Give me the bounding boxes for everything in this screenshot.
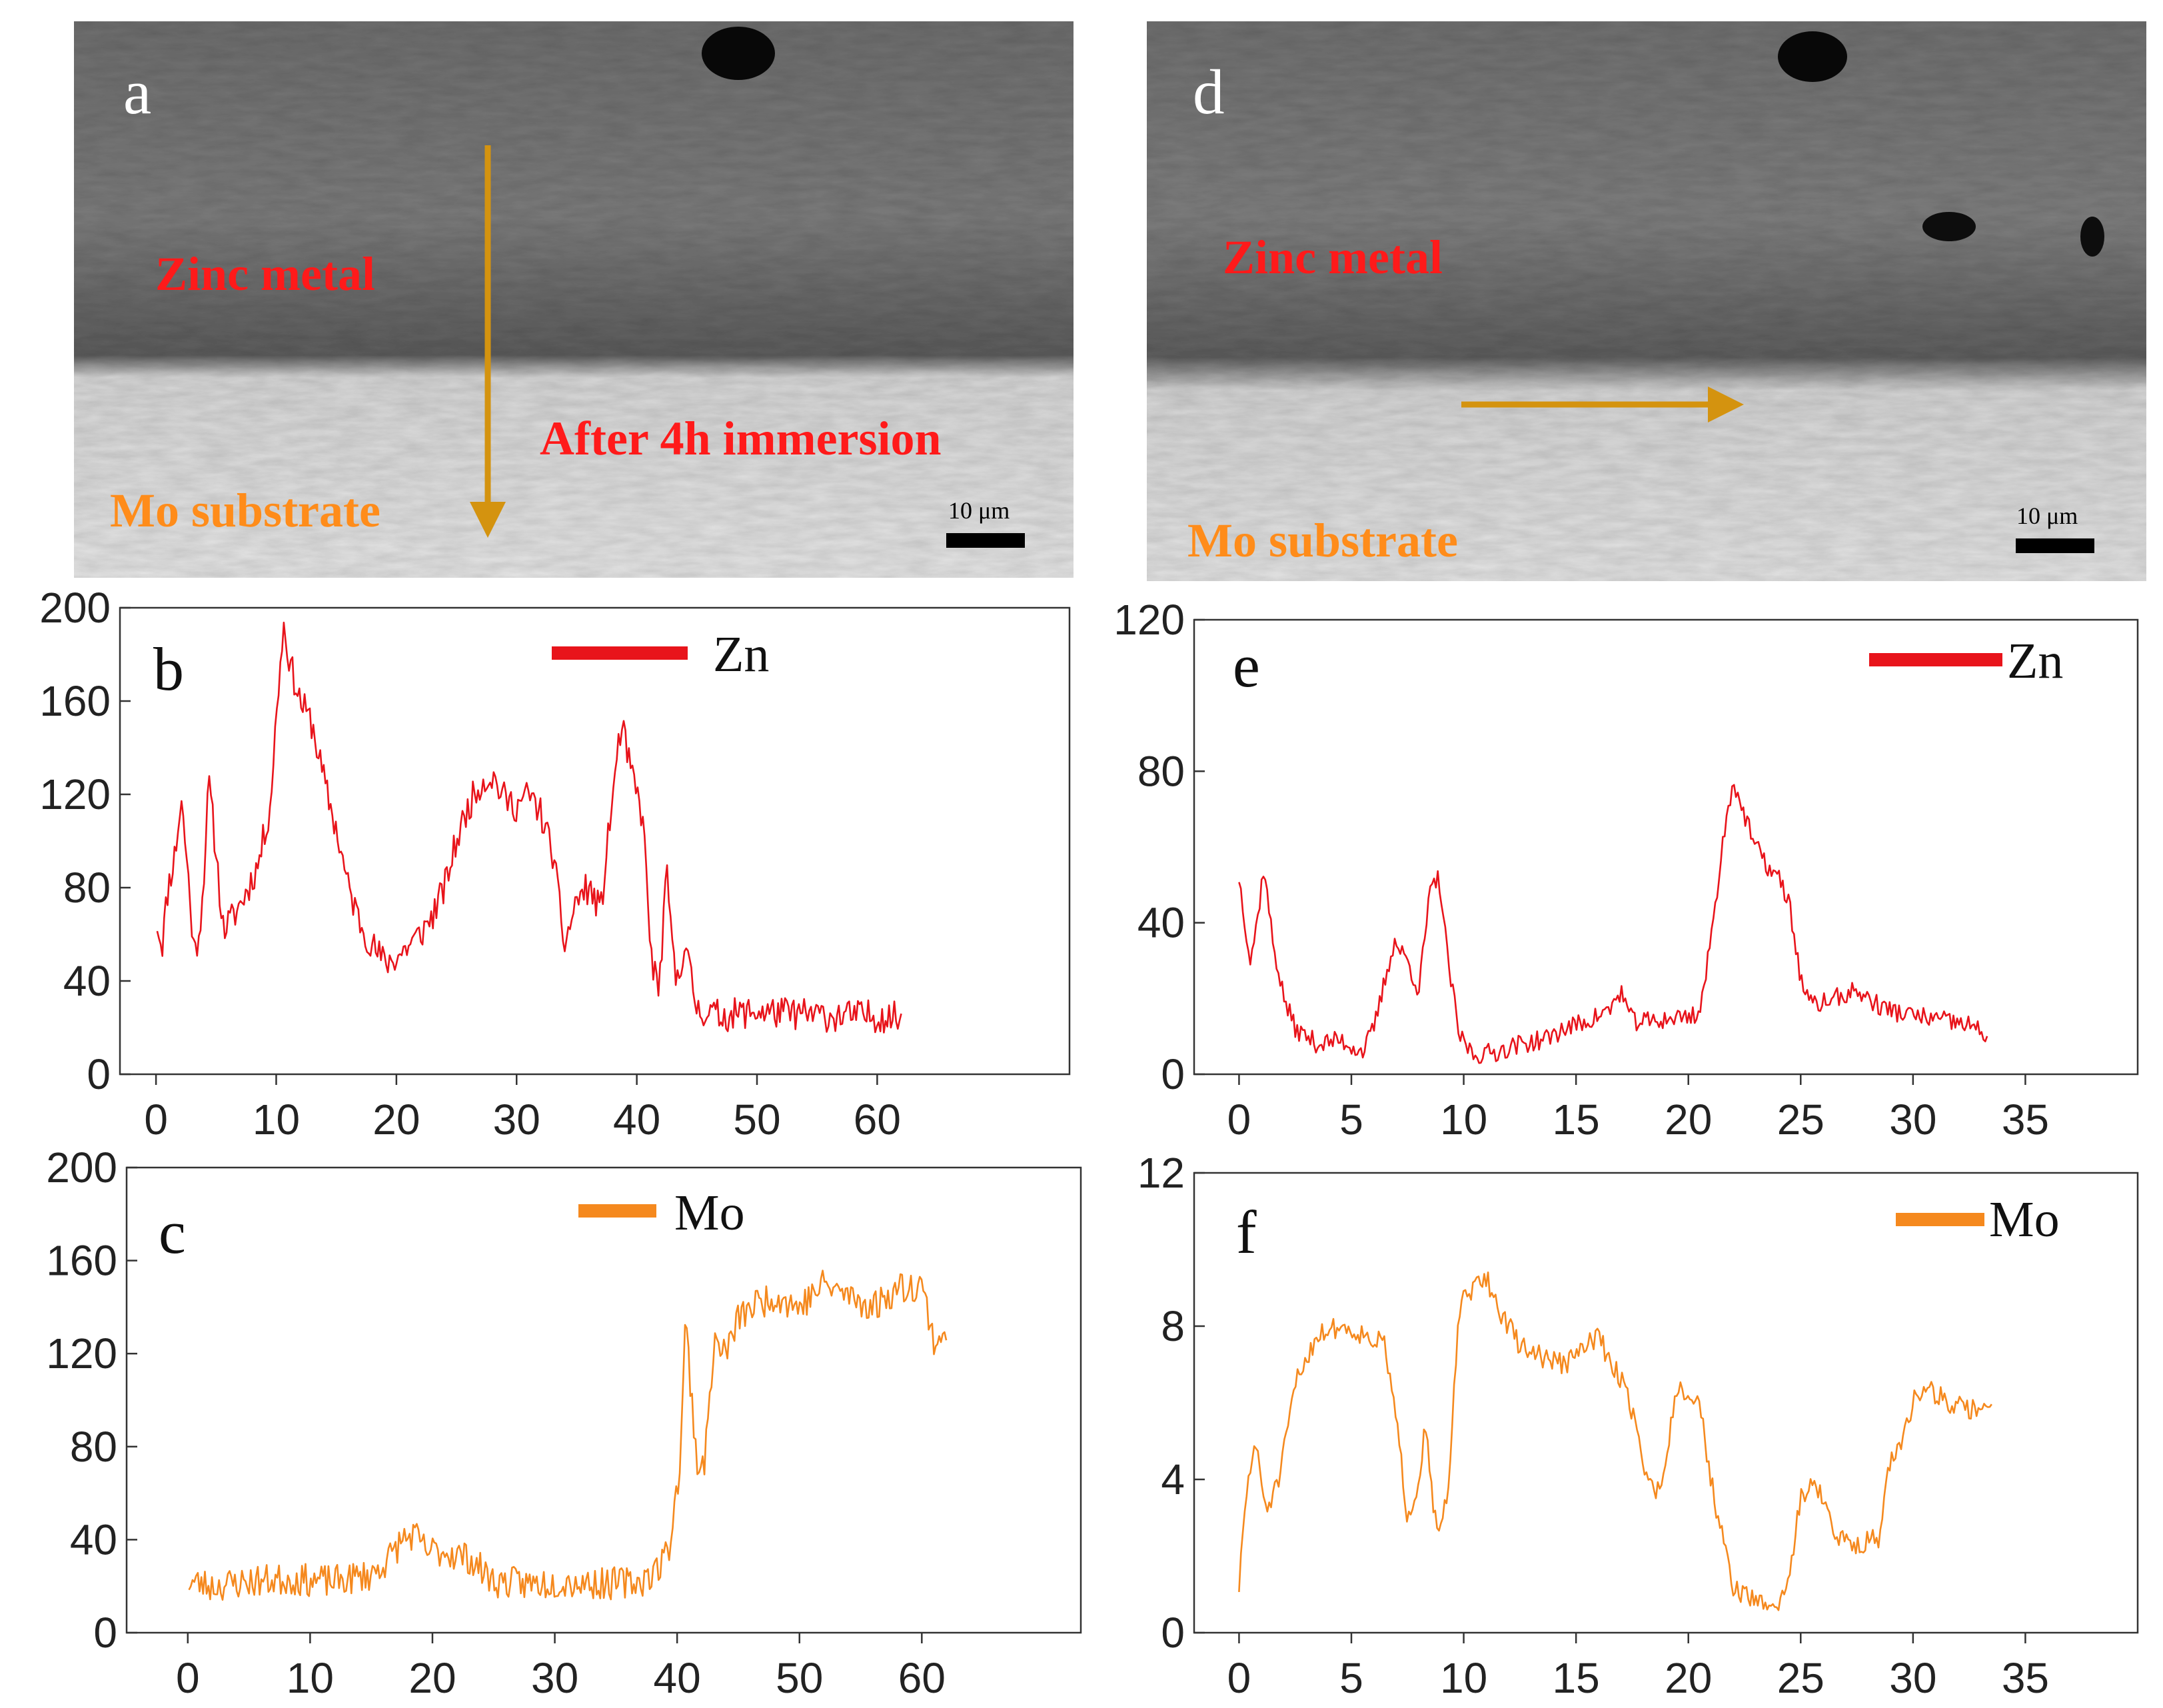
pore xyxy=(702,27,775,80)
scale-bar-label: 10 μm xyxy=(948,497,1010,524)
panel-d-sem-image: d Zinc metal Mo substrate 10 μm xyxy=(1147,21,2146,581)
y-tick-label: 0 xyxy=(93,1609,117,1657)
y-tick-label: 200 xyxy=(39,584,111,632)
x-tick-label: 60 xyxy=(898,1654,946,1702)
panel-a-letter: a xyxy=(123,57,151,127)
series-line-zn xyxy=(1238,784,1988,1064)
y-tick-label: 120 xyxy=(39,770,111,818)
x-tick-label: 0 xyxy=(1227,1654,1251,1702)
x-tick-label: 40 xyxy=(613,1096,660,1144)
chart-c-mo-line-profile: 0 40 80 120 160 200 0 10 20 30 40 50 60 Mo c xyxy=(46,1144,1082,1702)
panel-letter: b xyxy=(153,635,184,703)
x-tick-label: 0 xyxy=(144,1096,168,1144)
label-after-immersion: After 4h immersion xyxy=(540,412,942,465)
x-tick-label: 60 xyxy=(854,1096,901,1144)
y-tick-label: 0 xyxy=(87,1050,111,1098)
scale-bar-label: 10 μm xyxy=(2016,502,2078,529)
label-zinc-metal: Zinc metal xyxy=(1223,231,1443,284)
label-zinc-metal: Zinc metal xyxy=(155,247,375,301)
x-tick-label: 35 xyxy=(2002,1096,2049,1144)
y-tick-label: 200 xyxy=(46,1144,117,1192)
x-tick-label: 30 xyxy=(1889,1654,1936,1702)
y-tick-label: 80 xyxy=(70,1423,117,1471)
x-tick-label: 50 xyxy=(733,1096,780,1144)
y-tick-label: 80 xyxy=(63,864,111,912)
x-tick-label: 30 xyxy=(493,1096,540,1144)
x-tick-label: 30 xyxy=(531,1654,578,1702)
panel-letter: e xyxy=(1233,632,1260,700)
x-tick-label: 50 xyxy=(776,1654,823,1702)
series-line-zn xyxy=(156,621,902,1034)
y-tick-label: 12 xyxy=(1137,1149,1185,1197)
x-tick-label: 10 xyxy=(253,1096,300,1144)
chart-b-zn-line-profile: 0 40 80 120 160 200 0 10 20 30 40 50 60 Zn b xyxy=(39,584,1071,1144)
plot-frame xyxy=(125,1166,1082,1634)
y-tick-label: 40 xyxy=(1137,899,1185,947)
chart-e-zn-line-profile: 0 40 80 120 0 5 10 15 20 25 30 35 Zn e xyxy=(1113,596,2139,1144)
pore xyxy=(1922,212,1976,241)
panel-letter: f xyxy=(1236,1198,1257,1266)
x-tick-label: 10 xyxy=(1440,1096,1487,1144)
x-tick-label: 15 xyxy=(1553,1654,1600,1702)
x-tick-label: 0 xyxy=(1227,1096,1251,1144)
panel-d-letter: d xyxy=(1193,57,1225,127)
chart-f-mo-line-profile: 0 4 8 12 0 5 10 15 20 25 30 35 Mo f xyxy=(1137,1149,2139,1702)
x-tick-label: 20 xyxy=(372,1096,420,1144)
pore xyxy=(2080,217,2104,257)
x-tick-label: 40 xyxy=(654,1654,701,1702)
panel-letter: c xyxy=(159,1198,186,1266)
y-tick-label: 0 xyxy=(1161,1609,1185,1657)
y-tick-label: 160 xyxy=(46,1237,117,1285)
x-tick-label: 35 xyxy=(2002,1654,2049,1702)
panel-a-sem-image: a Zinc metal After 4h immersion Mo subst… xyxy=(74,21,1074,578)
y-tick-label: 4 xyxy=(1161,1455,1185,1503)
label-mo-substrate: Mo substrate xyxy=(110,484,380,537)
y-tick-label: 120 xyxy=(1113,596,1185,644)
pore xyxy=(1778,31,1847,82)
y-tick-label: 0 xyxy=(1161,1050,1185,1098)
x-tick-label: 15 xyxy=(1553,1096,1600,1144)
legend-label: Zn xyxy=(2007,633,2063,689)
x-tick-label: 10 xyxy=(287,1654,334,1702)
plot-frame xyxy=(1193,1172,2139,1634)
series-line-mo xyxy=(188,1270,948,1601)
legend-label: Zn xyxy=(713,626,769,682)
plot-frame xyxy=(119,606,1071,1076)
label-mo-substrate: Mo substrate xyxy=(1187,514,1458,567)
scale-bar xyxy=(2016,538,2094,553)
y-tick-label: 40 xyxy=(70,1515,117,1563)
y-tick-label: 120 xyxy=(46,1329,117,1377)
plot-frame xyxy=(1193,618,2139,1076)
y-tick-label: 80 xyxy=(1137,747,1185,795)
legend-label: Mo xyxy=(1989,1192,2060,1248)
x-tick-label: 5 xyxy=(1339,1654,1363,1702)
x-tick-label: 0 xyxy=(176,1654,200,1702)
y-tick-label: 160 xyxy=(39,677,111,725)
x-tick-label: 5 xyxy=(1339,1096,1363,1144)
x-tick-label: 20 xyxy=(1665,1654,1712,1702)
x-tick-label: 10 xyxy=(1440,1654,1487,1702)
legend-label: Mo xyxy=(674,1185,745,1241)
x-tick-label: 30 xyxy=(1889,1096,1936,1144)
x-tick-label: 20 xyxy=(408,1654,456,1702)
series-line-mo xyxy=(1238,1272,1992,1611)
y-tick-label: 8 xyxy=(1161,1302,1185,1350)
x-tick-label: 25 xyxy=(1777,1654,1824,1702)
y-tick-label: 40 xyxy=(63,957,111,1005)
scale-bar xyxy=(946,533,1025,548)
x-tick-label: 20 xyxy=(1665,1096,1712,1144)
x-tick-label: 25 xyxy=(1777,1096,1824,1144)
